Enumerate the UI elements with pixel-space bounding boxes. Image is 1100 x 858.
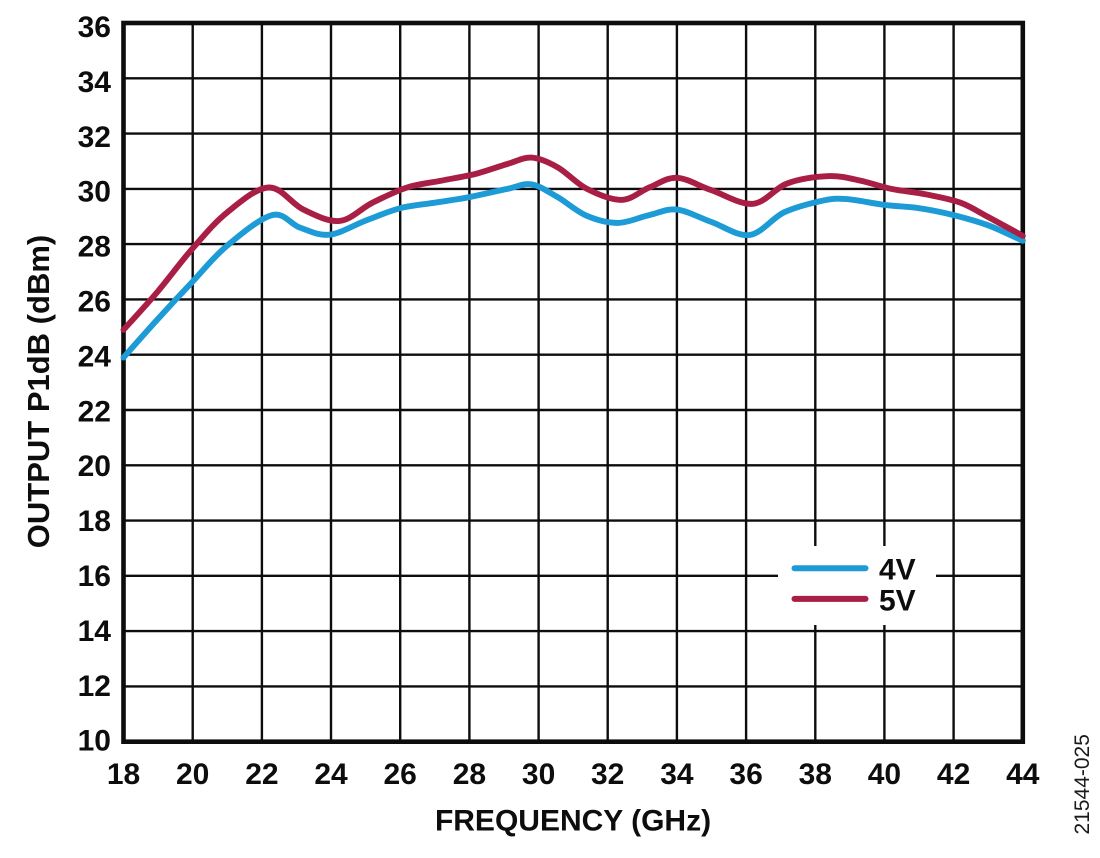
svg-text:30: 30 [78,176,111,209]
svg-text:12: 12 [78,670,111,703]
svg-text:36: 36 [78,11,111,44]
svg-text:4V: 4V [879,554,916,587]
svg-text:OUTPUT P1dB (dBm): OUTPUT P1dB (dBm) [21,235,56,548]
svg-text:16: 16 [78,560,111,593]
svg-text:5V: 5V [879,585,916,618]
svg-text:20: 20 [78,450,111,483]
svg-text:34: 34 [78,66,112,99]
svg-text:34: 34 [660,758,694,791]
svg-text:32: 32 [78,121,111,154]
svg-text:18: 18 [78,505,111,538]
svg-text:22: 22 [78,395,111,428]
svg-text:18: 18 [107,758,140,791]
svg-text:14: 14 [78,615,112,648]
svg-text:32: 32 [591,758,624,791]
svg-text:24: 24 [78,340,112,373]
svg-text:38: 38 [799,758,832,791]
svg-text:20: 20 [176,758,209,791]
svg-text:36: 36 [729,758,762,791]
svg-text:26: 26 [78,286,111,319]
svg-text:44: 44 [1006,758,1040,791]
svg-text:28: 28 [78,231,111,264]
svg-text:42: 42 [937,758,970,791]
svg-text:26: 26 [384,758,417,791]
svg-text:10: 10 [78,725,111,758]
svg-text:24: 24 [314,758,348,791]
svg-text:30: 30 [522,758,555,791]
svg-text:40: 40 [868,758,901,791]
svg-text:FREQUENCY (GHz): FREQUENCY (GHz) [435,805,711,838]
svg-text:28: 28 [453,758,486,791]
svg-text:22: 22 [245,758,278,791]
svg-text:21544-025: 21544-025 [1071,734,1094,834]
